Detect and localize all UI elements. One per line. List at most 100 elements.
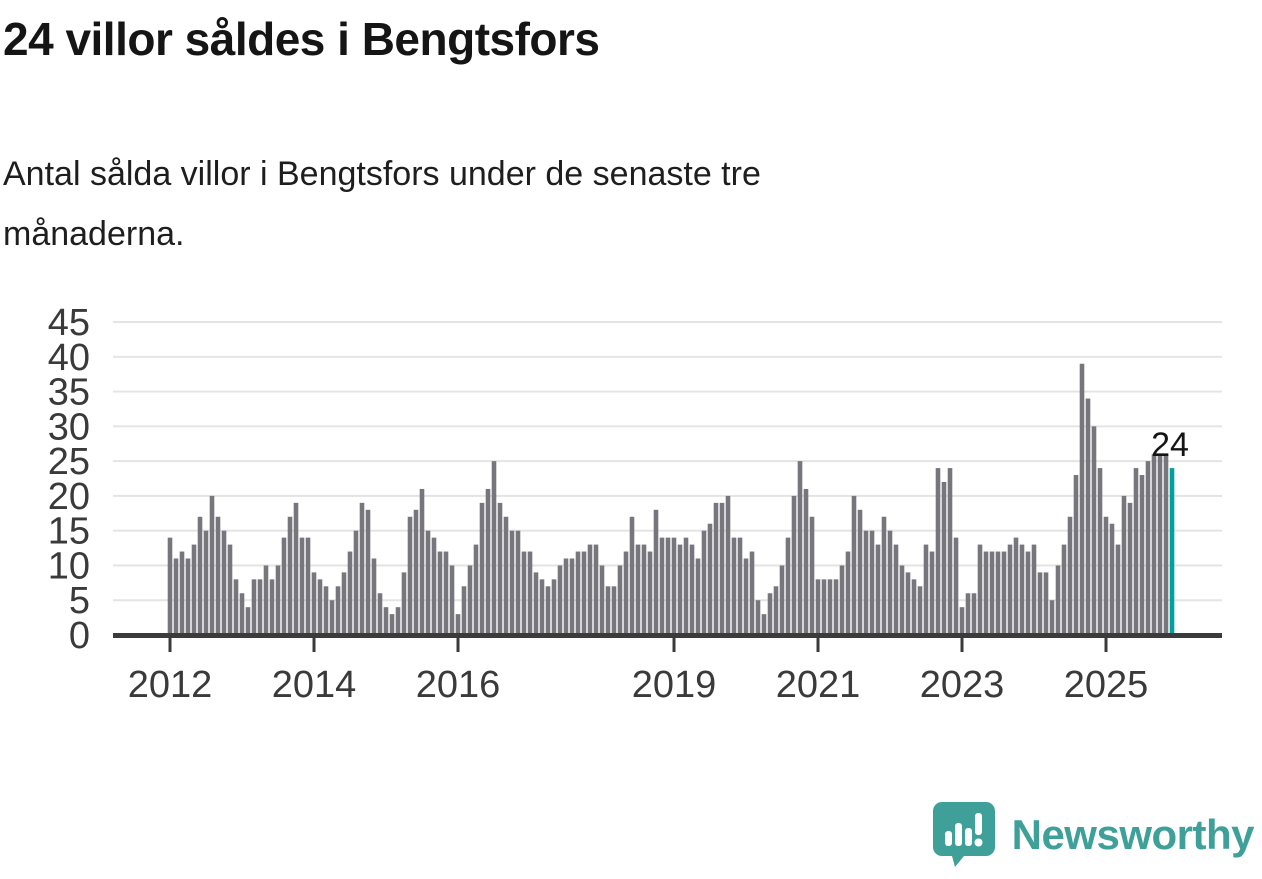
bar [545, 586, 551, 635]
bar [995, 551, 1001, 635]
x-axis-tick-label: 2021 [776, 664, 861, 706]
gridline [113, 355, 1222, 358]
y-axis-tick-label: 25 [48, 441, 90, 483]
bar [953, 537, 959, 635]
bar [1067, 516, 1073, 635]
bar [521, 551, 527, 635]
bar [515, 530, 521, 635]
bar [653, 509, 659, 635]
gridline [113, 390, 1222, 393]
bar [719, 502, 725, 635]
bar [533, 572, 539, 635]
bar [479, 502, 485, 635]
bar [395, 607, 401, 635]
bar [173, 558, 179, 635]
bar [281, 537, 287, 635]
bar [1019, 544, 1025, 635]
bar [293, 502, 299, 635]
chart-subtitle: Antal sålda villor i Bengtsfors under de… [3, 144, 761, 264]
bar [851, 495, 857, 635]
bar [233, 579, 239, 635]
bar [641, 544, 647, 635]
x-axis-tick [960, 638, 964, 652]
x-axis-tick-label: 2016 [416, 664, 501, 706]
bar [1079, 363, 1085, 635]
bar [1055, 565, 1061, 635]
bar [833, 579, 839, 635]
bar [959, 607, 965, 635]
bar [425, 530, 431, 635]
bar [503, 516, 509, 635]
bar [365, 509, 371, 635]
bar [383, 607, 389, 635]
x-axis-tick [312, 638, 316, 652]
bar [839, 565, 845, 635]
y-axis-tick-label: 30 [48, 406, 90, 448]
bar [1007, 544, 1013, 635]
x-axis-tick-label: 2025 [1064, 664, 1149, 706]
bar [683, 537, 689, 635]
bar [815, 579, 821, 635]
bar [1001, 551, 1007, 635]
bar [437, 551, 443, 635]
bar [761, 614, 767, 635]
x-axis-tick-label: 2014 [272, 664, 357, 706]
bar [1085, 398, 1091, 635]
bar [1163, 454, 1169, 635]
bar [275, 565, 281, 635]
bar [215, 516, 221, 635]
bar [617, 565, 623, 635]
bar [1037, 572, 1043, 635]
bar [635, 544, 641, 635]
bar [539, 579, 545, 635]
bar [791, 495, 797, 635]
bar [269, 579, 275, 635]
gridline [113, 321, 1222, 324]
bar [593, 544, 599, 635]
x-axis-tick-label: 2012 [128, 664, 213, 706]
gridline [113, 425, 1222, 428]
bar [575, 551, 581, 635]
bar [827, 579, 833, 635]
bar [605, 586, 611, 635]
bar [1097, 468, 1103, 635]
bar [581, 551, 587, 635]
gridline [113, 460, 1222, 463]
bar [353, 530, 359, 635]
bar [755, 600, 761, 635]
y-axis-tick-label: 20 [48, 476, 90, 518]
bar [743, 558, 749, 635]
x-axis-tick [168, 638, 172, 652]
bar [701, 530, 707, 635]
bar [203, 530, 209, 635]
y-axis-tick-label: 0 [69, 615, 90, 657]
bar [209, 495, 215, 635]
bar [167, 537, 173, 635]
bar [767, 593, 773, 635]
bar [1043, 572, 1049, 635]
bar [881, 516, 887, 635]
bar [467, 565, 473, 635]
bar [797, 461, 803, 635]
bar [971, 593, 977, 635]
bar [371, 558, 377, 635]
bar [863, 530, 869, 635]
bar [1031, 544, 1037, 635]
bar [179, 551, 185, 635]
x-axis-tick [672, 638, 676, 652]
bar [191, 544, 197, 635]
bar [905, 572, 911, 635]
bar [887, 530, 893, 635]
bar [857, 509, 863, 635]
bar [257, 579, 263, 635]
bar [1157, 454, 1163, 635]
bar [263, 565, 269, 635]
bar [527, 551, 533, 635]
bar [563, 558, 569, 635]
bar [227, 544, 233, 635]
bar [1013, 537, 1019, 635]
bar [407, 516, 413, 635]
bar [977, 544, 983, 635]
